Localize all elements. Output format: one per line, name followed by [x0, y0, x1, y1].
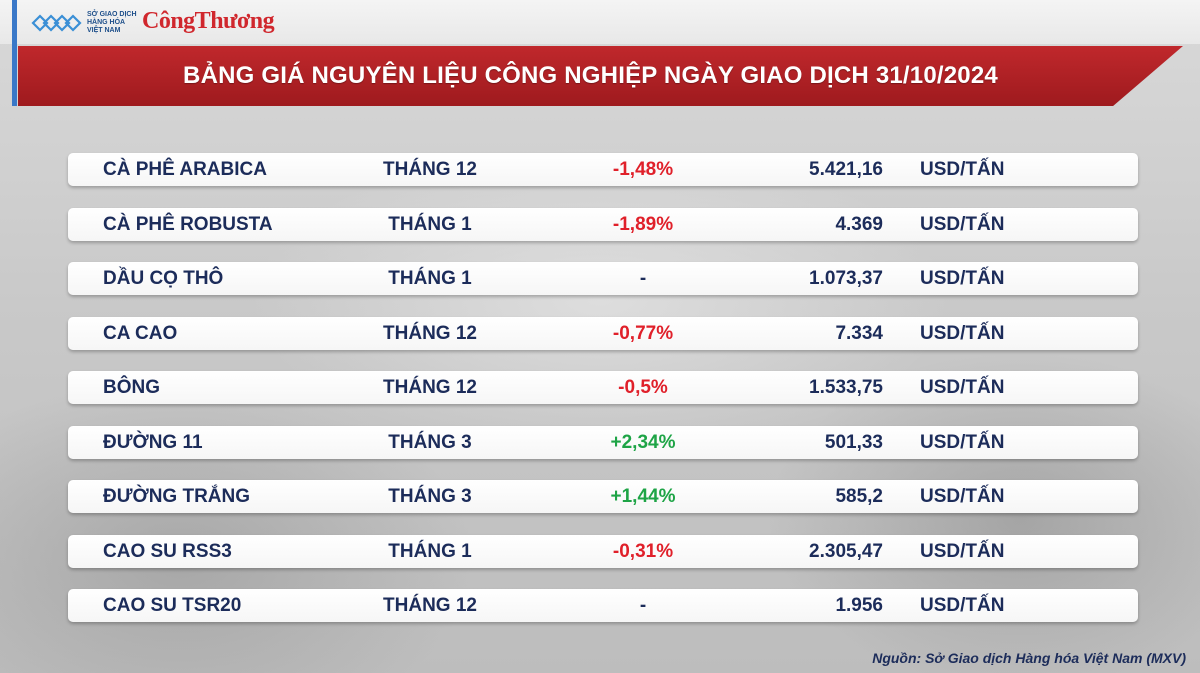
price-value: 501,33 [824, 431, 883, 453]
contract-month: THÁNG 3 [388, 431, 472, 453]
contract-month: THÁNG 12 [383, 159, 477, 180]
table-row: ĐƯỜNG 11 THÁNG 3 +2,34% 501,33 USD/TẤN [68, 425, 1138, 459]
mxv-logo-line3: VIỆT NAM [87, 27, 121, 34]
price-change: -1,48% [612, 159, 674, 180]
table-row: CÀ PHÊ ARABICA THÁNG 12 -1,48% 5.421,16 … [68, 153, 1138, 186]
price-unit: USD/TẤN [920, 431, 1005, 453]
mxv-logo-line2: HÀNG HÓA [87, 19, 126, 26]
price-value: 585,2 [835, 486, 883, 507]
table-row: CÀ PHÊ ROBUSTA THÁNG 1 -1,89% 4.369 USD/… [68, 207, 1138, 241]
commodity-name: CA CAO [103, 322, 178, 344]
commodity-name: CÀ PHÊ ROBUSTA [103, 213, 273, 235]
header-strip [0, 0, 1200, 44]
source-note: Nguồn: Sở Giao dịch Hàng hóa Việt Nam (M… [872, 650, 1186, 666]
price-unit: USD/TẤN [920, 159, 1005, 180]
price-change: - [639, 595, 647, 616]
price-change: -0,31% [612, 540, 674, 562]
left-accent-bar [12, 0, 17, 106]
mxv-logo: SỞ GIAO DỊCH HÀNG HÓA VIỆT NAM [30, 8, 140, 38]
table-row: CAO SU TSR20 THÁNG 12 - 1.956 USD/TẤN [68, 589, 1138, 622]
price-value: 5.421,16 [809, 159, 883, 180]
table-row: CA CAO THÁNG 12 -0,77% 7.334 USD/TẤN [68, 316, 1138, 350]
commodity-name: CÀ PHÊ ARABICA [103, 159, 267, 180]
price-unit: USD/TẤN [920, 322, 1005, 344]
mxv-logo-mark-icon [31, 14, 82, 32]
table-row: ĐƯỜNG TRẮNG THÁNG 3 +1,44% 585,2 USD/TẤN [68, 480, 1138, 513]
commodity-name: CAO SU TSR20 [103, 595, 242, 616]
price-change: -0,77% [612, 322, 674, 344]
price-value: 1.956 [835, 595, 883, 616]
price-value: 2.305,47 [809, 540, 883, 562]
table-row: BÔNG THÁNG 12 -0,5% 1.533,75 USD/TẤN [68, 371, 1138, 404]
title-banner: BẢNG GIÁ NGUYÊN LIỆU CÔNG NGHIỆP NGÀY GI… [18, 46, 1183, 106]
contract-month: THÁNG 12 [383, 322, 477, 344]
contract-month: THÁNG 12 [383, 377, 477, 398]
price-change: -1,89% [612, 213, 674, 235]
contract-month: THÁNG 12 [383, 595, 477, 616]
price-unit: USD/TẤN [920, 268, 1005, 289]
commodity-name: DẦU CỌ THÔ [103, 268, 224, 289]
price-change: +1,44% [610, 486, 676, 507]
table-row: CAO SU RSS3 THÁNG 1 -0,31% 2.305,47 USD/… [68, 534, 1138, 568]
commodity-name: ĐƯỜNG TRẮNG [103, 486, 251, 507]
contract-month: THÁNG 3 [388, 486, 472, 507]
table-row: DẦU CỌ THÔ THÁNG 1 - 1.073,37 USD/TẤN [68, 262, 1138, 295]
congthuong-logo: CôngThương [142, 8, 275, 34]
price-unit: USD/TẤN [920, 377, 1005, 398]
price-unit: USD/TẤN [920, 213, 1005, 235]
price-change: - [639, 268, 647, 289]
price-value: 7.334 [835, 322, 883, 344]
price-unit: USD/TẤN [920, 595, 1005, 616]
price-value: 4.369 [835, 213, 883, 235]
price-value: 1.073,37 [809, 268, 883, 289]
price-change: -0,5% [618, 377, 668, 398]
commodity-name: ĐƯỜNG 11 [103, 431, 203, 453]
price-unit: USD/TẤN [920, 486, 1005, 507]
page-title: BẢNG GIÁ NGUYÊN LIỆU CÔNG NGHIỆP NGÀY GI… [183, 62, 998, 89]
price-table: CÀ PHÊ ARABICA THÁNG 12 -1,48% 5.421,16 … [68, 153, 1138, 644]
price-change: +2,34% [610, 431, 676, 453]
contract-month: THÁNG 1 [388, 540, 472, 562]
commodity-name: CAO SU RSS3 [103, 540, 232, 562]
contract-month: THÁNG 1 [388, 213, 472, 235]
commodity-name: BÔNG [103, 377, 160, 398]
contract-month: THÁNG 1 [388, 268, 472, 289]
price-value: 1.533,75 [809, 377, 883, 398]
price-unit: USD/TẤN [920, 540, 1005, 562]
mxv-logo-line1: SỞ GIAO DỊCH [87, 11, 137, 18]
